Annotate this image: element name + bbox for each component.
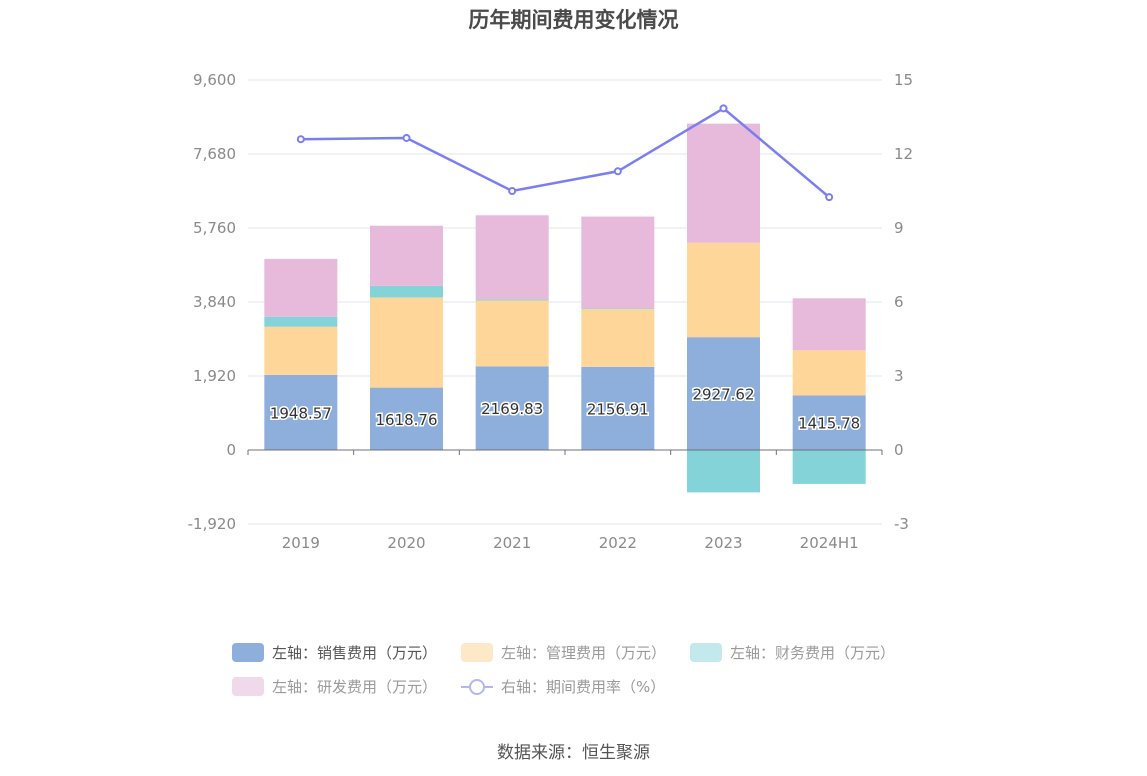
axes: -1,920 0 1,920 3,840 5,760 7,680 9,600 -3 0 3 6 9 12… — [188, 71, 913, 552]
legend-label-finance: 左轴：财务费用（万元） — [730, 643, 896, 662]
bar-value-label: 1415.78 — [798, 415, 860, 433]
bar-sales-2019 — [264, 374, 338, 450]
bar-rnd-2022 — [581, 216, 655, 309]
rate-point — [296, 135, 305, 144]
legend: 左轴：销售费用（万元） 左轴：管理费用（万元） 左轴：财务费用（万元） 左轴：研… — [232, 638, 932, 706]
x-axis-category-label: 2022 — [599, 534, 637, 552]
bar-rnd-2019 — [264, 258, 338, 317]
rate-point — [402, 133, 411, 142]
bar-admin-2020 — [370, 297, 443, 388]
right-axis-tick-label: 3 — [894, 367, 904, 385]
bar-rnd-2023 — [687, 123, 760, 243]
bar-value-label: 2156.91 — [587, 400, 649, 418]
left-axis-tick-label: 1,920 — [193, 367, 236, 385]
x-axis-category-label: 2021 — [493, 534, 531, 552]
bar-finance-2023 — [687, 450, 760, 493]
bar-admin-2019 — [264, 326, 338, 375]
rate-point — [613, 167, 622, 176]
right-axis-tick-label: 0 — [894, 441, 904, 459]
bar-finance-2021 — [475, 299, 549, 301]
bar-series — [264, 123, 866, 493]
bar-finance-2022 — [581, 308, 655, 310]
grid-lines — [248, 79, 882, 525]
bar-value-label: 2169.83 — [481, 400, 543, 418]
right-axis-tick-label: 15 — [894, 71, 913, 89]
bar-admin-2022 — [581, 309, 655, 367]
expense-chart: -1,920 0 1,920 3,840 5,760 7,680 9,600 -3 0 3 6 9 12… — [188, 71, 913, 552]
legend-swatch-rnd — [232, 676, 264, 696]
legend-label-rate: 右轴：期间费用率（%） — [501, 677, 666, 696]
legend-swatch-rate — [461, 677, 494, 696]
legend-item-admin[interactable]: 左轴：管理费用（万元） — [461, 642, 666, 663]
legend-item-finance[interactable]: 左轴：财务费用（万元） — [690, 642, 895, 663]
rate-point — [508, 187, 517, 195]
right-axis-tick-label: 12 — [894, 145, 913, 163]
bar-admin-2021 — [475, 300, 549, 367]
bar-finance-2020 — [370, 285, 443, 298]
legend-label-rnd: 左轴：研发费用（万元） — [272, 677, 438, 696]
right-axis-tick-label: 6 — [894, 293, 904, 311]
bar-value-label: 1948.57 — [270, 404, 332, 422]
legend-label-sales: 左轴：销售费用（万元） — [272, 643, 438, 662]
x-axis-category-label: 2020 — [387, 534, 425, 552]
rate-line — [300, 106, 830, 199]
bar-sales-2020 — [370, 387, 443, 450]
left-axis-tick-label: 7,680 — [193, 145, 236, 163]
bar-admin-2024H1 — [792, 350, 866, 396]
bar-finance-2019 — [264, 316, 338, 327]
bar-finance-2024H1 — [792, 450, 866, 484]
right-axis-tick-label: -3 — [894, 515, 909, 533]
x-axis-category-label: 2024H1 — [800, 534, 859, 552]
data-source: 数据来源：恒生聚源 — [497, 743, 650, 763]
legend-swatch-sales — [232, 642, 264, 662]
bar-sales-2022 — [581, 366, 655, 450]
bar-rnd-2021 — [475, 215, 549, 300]
rate-point — [825, 193, 834, 202]
legend-item-sales[interactable]: 左轴：销售费用（万元） — [232, 642, 437, 663]
legend-label-admin: 左轴：管理费用（万元） — [501, 643, 667, 662]
x-axis-category-label: 2023 — [704, 534, 742, 552]
left-axis-tick-label: 5,760 — [193, 219, 236, 237]
bar-admin-2023 — [687, 242, 760, 338]
legend-swatch-admin — [461, 642, 494, 662]
left-axis-tick-label: 9,600 — [193, 71, 236, 89]
rate-point — [719, 104, 728, 113]
left-axis-tick-label: -1,920 — [188, 515, 236, 533]
x-axis-category-label: 2019 — [282, 534, 320, 552]
right-axis-tick-label: 9 — [894, 219, 904, 237]
bar-sales-2023 — [687, 337, 760, 450]
chart-title: 历年期间费用变化情况 — [468, 8, 679, 32]
bar-rnd-2020 — [370, 225, 443, 286]
bar-rnd-2024H1 — [792, 298, 866, 351]
bar-value-label: 1618.76 — [375, 411, 437, 429]
rate-line-series — [296, 104, 834, 202]
left-axis-tick-label: 0 — [226, 441, 236, 459]
bar-sales-2024H1 — [792, 395, 866, 450]
legend-swatch-finance — [690, 642, 723, 662]
bar-sales-2021 — [475, 366, 549, 450]
bar-value-label: 2927.62 — [692, 386, 754, 404]
bar-labels: 1948.57 1618.76 2169.83 2156.91 2927.62 1415.… — [268, 384, 861, 434]
legend-item-rnd[interactable]: 左轴：研发费用（万元） — [232, 676, 437, 697]
left-axis-tick-label: 3,840 — [193, 293, 236, 311]
legend-item-rate[interactable]: 右轴：期间费用率（%） — [461, 676, 665, 697]
